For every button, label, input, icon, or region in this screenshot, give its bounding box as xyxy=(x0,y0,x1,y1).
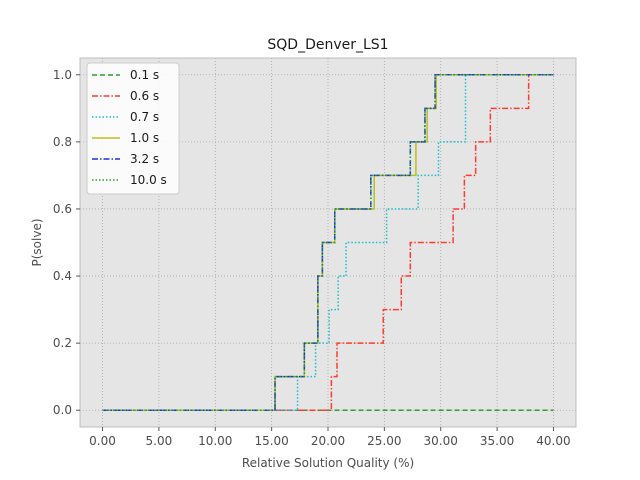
legend-label: 3.2 s xyxy=(130,152,159,166)
x-tick-label: 40.00 xyxy=(536,434,570,448)
series-line xyxy=(102,74,554,411)
chart-title: SQD_Denver_LS1 xyxy=(267,37,388,53)
x-axis: 0.00 5.00 10.00 15.00 20.00 25.00 30.00 35.00 40… xyxy=(89,427,571,448)
x-tick-label: 20.00 xyxy=(311,434,345,448)
y-tick-label: 0.8 xyxy=(53,135,72,149)
legend-label: 0.6 s xyxy=(130,89,159,103)
y-tick-label: 1.0 xyxy=(53,68,72,82)
series-layer xyxy=(102,74,554,411)
y-tick-label: 0.4 xyxy=(53,269,72,283)
y-tick-label: 0.2 xyxy=(53,336,72,350)
series-line xyxy=(102,74,554,411)
x-tick-label: 10.00 xyxy=(198,434,232,448)
x-tick-label: 5.00 xyxy=(146,434,173,448)
legend-label: 1.0 s xyxy=(130,131,159,145)
x-tick-label: 25.00 xyxy=(367,434,401,448)
x-tick-label: 35.00 xyxy=(480,434,514,448)
x-axis-label: Relative Solution Quality (%) xyxy=(242,456,414,470)
x-tick-label: 0.00 xyxy=(89,434,116,448)
legend-label: 10.0 s xyxy=(130,173,167,187)
y-tick-label: 0.0 xyxy=(53,403,72,417)
legend-box xyxy=(86,62,180,195)
legend-label: 0.7 s xyxy=(130,110,159,124)
y-axis-label: P(solve) xyxy=(30,218,44,266)
x-tick-label: 30.00 xyxy=(424,434,458,448)
legend: 0.1 s 0.6 s 0.7 s 1.0 s 3.2 s 10.0 s xyxy=(86,62,180,195)
x-tick-label: 15.00 xyxy=(254,434,288,448)
legend-label: 0.1 s xyxy=(130,68,159,82)
series-line xyxy=(102,74,554,411)
y-axis: 0.0 0.2 0.4 0.6 0.8 1.0 xyxy=(53,68,80,417)
y-tick-label: 0.6 xyxy=(53,202,72,216)
